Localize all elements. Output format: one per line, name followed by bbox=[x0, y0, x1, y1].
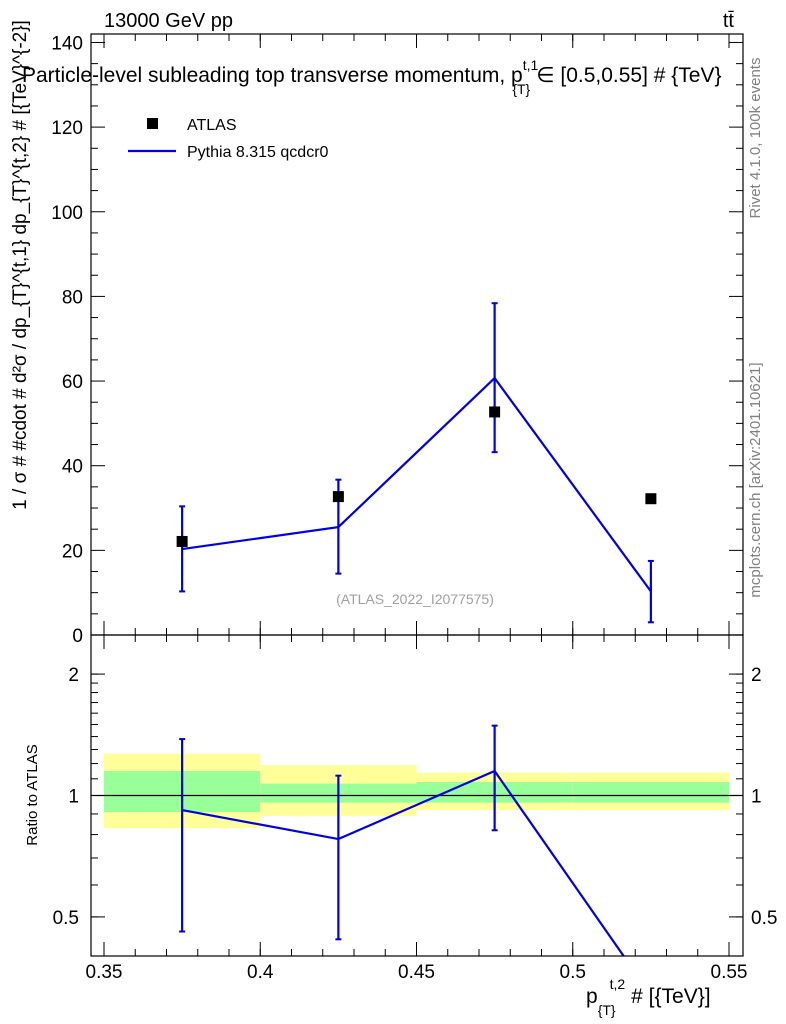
main-ytick-label: 80 bbox=[62, 287, 83, 308]
ratio-ytick-label-right: 1 bbox=[751, 787, 762, 808]
x-tick-label: 0.35 bbox=[86, 962, 123, 983]
x-tick-label: 0.5 bbox=[560, 962, 586, 983]
site-label: mcplots.cern.ch [arXiv:2401.10621] bbox=[747, 362, 764, 597]
main-ytick-label: 60 bbox=[62, 372, 83, 393]
main-ytick-label: 0 bbox=[72, 626, 83, 647]
main-ytick-label: 120 bbox=[51, 118, 83, 139]
ratio-band-inner bbox=[572, 782, 729, 803]
process-label: tt̄ bbox=[723, 10, 735, 32]
ratio-ytick-label-right: 2 bbox=[751, 665, 762, 686]
ratio-ytick-label: 0.5 bbox=[53, 908, 79, 929]
mc-series-line bbox=[181, 376, 652, 593]
ratio-frame bbox=[90, 634, 744, 957]
x-tick-label: 0.55 bbox=[711, 962, 748, 983]
chart-title: Particle-level subleading top transverse… bbox=[22, 57, 722, 97]
ratio-ytick-label: 1 bbox=[68, 787, 79, 808]
main-ytick-label: 20 bbox=[62, 541, 83, 562]
main-ytick-label: 40 bbox=[62, 457, 83, 478]
x-axis-label: p{T}t,2# [{TeV}] bbox=[586, 976, 711, 1018]
main-ytick-label: 100 bbox=[51, 203, 83, 224]
legend-data-label: ATLAS bbox=[187, 117, 237, 134]
analysis-watermark: (ATLAS_2022_I2077575) bbox=[336, 591, 494, 607]
ratio-ytick-label-right: 0.5 bbox=[751, 908, 777, 929]
x-tick-label: 0.45 bbox=[398, 962, 435, 983]
ratio-panel: 0.5 0.5 1 1 2 2 0.35 0.4 0.45 0.5 0.55 Ratio to A… bbox=[24, 634, 777, 1018]
data-point bbox=[176, 535, 188, 547]
legend-data-marker bbox=[147, 118, 158, 129]
data-point bbox=[489, 406, 501, 418]
main-ytick-label: 140 bbox=[51, 33, 83, 54]
data-point bbox=[332, 491, 344, 503]
legend: ATLAS Pythia 8.315 qcdcr0 bbox=[128, 117, 329, 161]
energy-label: 13000 GeV pp bbox=[104, 10, 233, 32]
legend-mc-label: Pythia 8.315 qcdcr0 bbox=[187, 144, 329, 161]
main-ylabel: 1 / σ # #cdot # d²σ / dp_{T}^{t,1} dp_{T… bbox=[10, 20, 31, 510]
ratio-series-line bbox=[181, 769, 625, 957]
ratio-ylabel: Ratio to ATLAS bbox=[24, 744, 41, 845]
ratio-ytick-label: 2 bbox=[68, 665, 79, 686]
main-panel: (ATLAS_2022_I2077575) 0 20 40 60 80 100 120 140… bbox=[10, 20, 744, 956]
x-tick-label: 0.4 bbox=[247, 962, 274, 983]
data-point bbox=[645, 493, 657, 505]
rivet-label: Rivet 4.1.0, 100k events bbox=[747, 58, 764, 219]
